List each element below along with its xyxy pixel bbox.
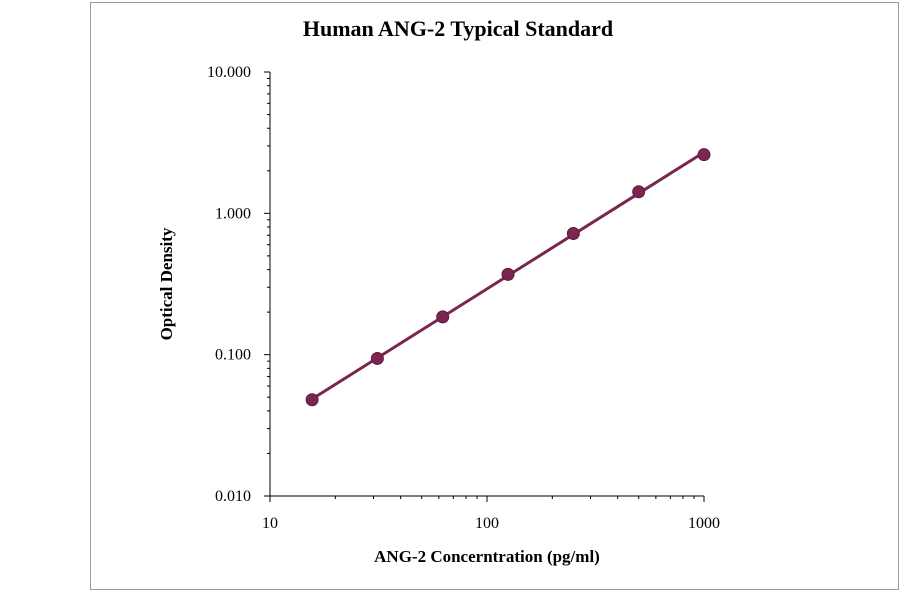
y-tick-label: 10.000 bbox=[207, 64, 251, 81]
chart-frame bbox=[90, 2, 899, 590]
x-tick-label: 10 bbox=[262, 515, 278, 532]
x-tick-label: 1000 bbox=[688, 515, 720, 532]
x-axis-label: ANG-2 Concerntration (pg/ml) bbox=[374, 547, 600, 566]
data-point bbox=[697, 148, 711, 162]
y-tick-label: 0.100 bbox=[215, 347, 251, 364]
axes bbox=[264, 71, 705, 502]
data-marks bbox=[305, 148, 711, 407]
y-axis-label: Optical Density bbox=[157, 227, 176, 340]
data-point bbox=[370, 351, 384, 365]
y-tick-label: 1.000 bbox=[215, 205, 251, 222]
y-tick-label: 0.010 bbox=[215, 488, 251, 505]
data-point bbox=[436, 310, 450, 324]
data-point bbox=[501, 267, 515, 281]
data-point bbox=[566, 226, 580, 240]
tick-labels: 0.010 0.100 1.000 10.000 10 100 1000 bbox=[207, 64, 720, 532]
chart-title: Human ANG-2 Typical Standard bbox=[303, 16, 613, 41]
x-tick-label: 100 bbox=[475, 515, 499, 532]
data-point bbox=[305, 393, 319, 407]
data-point bbox=[632, 185, 646, 199]
